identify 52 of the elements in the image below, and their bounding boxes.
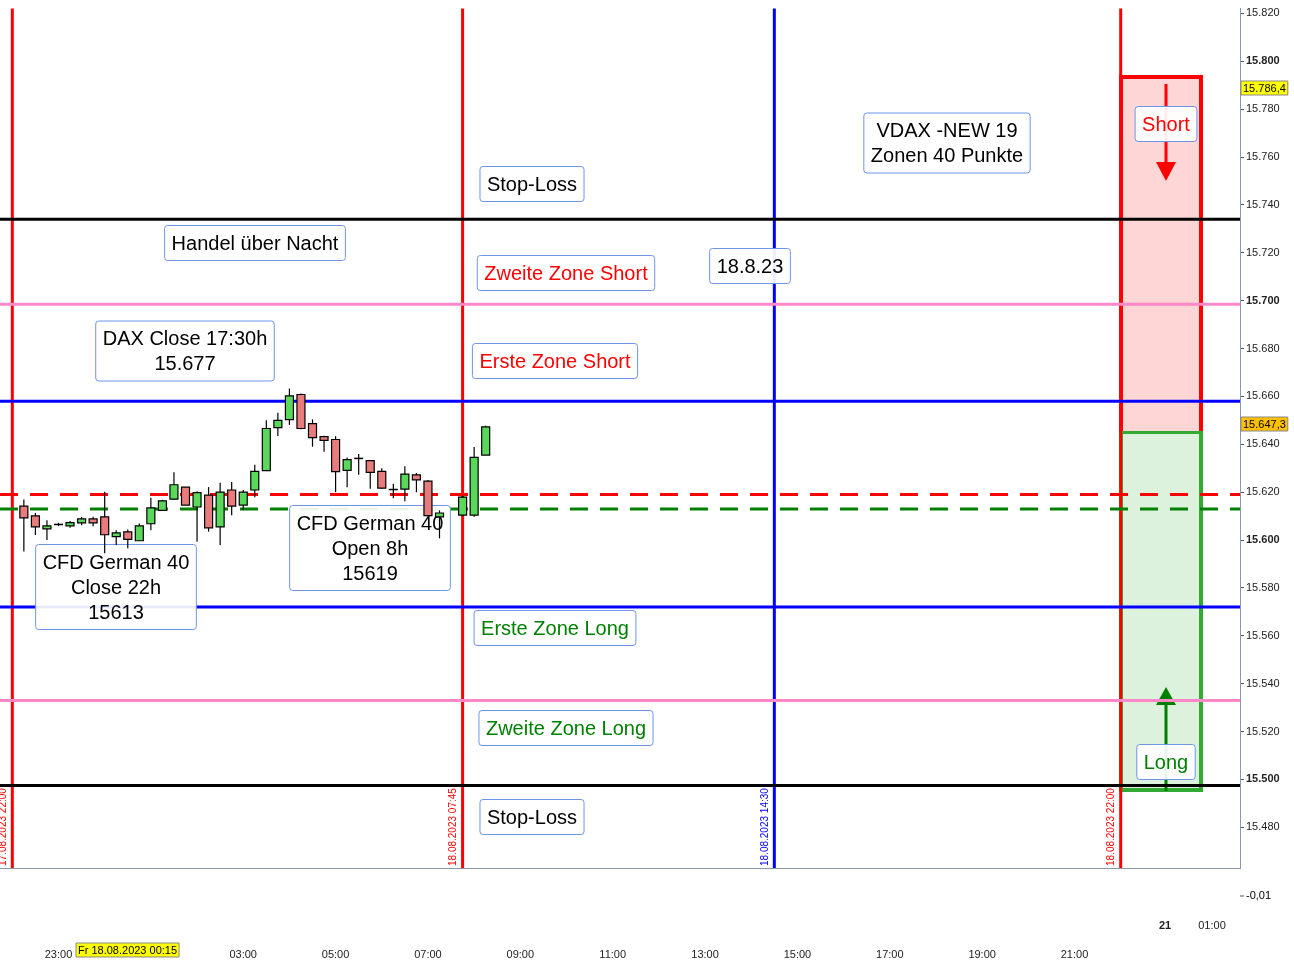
- y-tick-label: 15.600: [1246, 533, 1280, 546]
- annotation: 18.8.23: [716, 254, 784, 277]
- y-tick-label: 15.500: [1246, 772, 1280, 785]
- ref-line-label: 18.08.2023 14:30: [759, 787, 771, 866]
- y-tick-label: 15.520: [1246, 724, 1280, 737]
- x-tick-label: 11:00: [599, 947, 627, 960]
- y-tick-label: 15.640: [1246, 437, 1280, 450]
- y-tick-label: 15.660: [1246, 389, 1280, 402]
- text: Fr 18.08.2023 00:15: [78, 943, 178, 956]
- y-tick-label: 15.740: [1246, 197, 1280, 210]
- annotation: Zweite Zone Long: [485, 716, 647, 739]
- annotation: Handel über Nacht: [171, 231, 339, 254]
- annotation: Stop-Loss: [486, 172, 578, 195]
- y-tick-label: 15.720: [1246, 245, 1280, 258]
- y-tick-label: 15.780: [1246, 102, 1280, 115]
- annotation: Zweite Zone Short: [484, 261, 649, 284]
- annotation: VDAX -NEW 19 Zonen 40 Punkte: [870, 119, 1024, 167]
- x-tick-label: 15:00: [783, 947, 812, 960]
- x-tick-label: 13:00: [691, 947, 719, 960]
- text: -0,01: [1246, 889, 1272, 902]
- y-tick-label: 15.560: [1246, 628, 1280, 641]
- annotation: Stop-Loss: [486, 805, 578, 828]
- annotation: Erste Zone Long: [481, 616, 629, 639]
- y-tick-label: 15.760: [1246, 150, 1280, 163]
- ref-line-label: 17.08.2023 22:00: [0, 787, 9, 866]
- y-tick-label: 15.580: [1246, 580, 1280, 593]
- y-tick-label: 15.480: [1246, 820, 1280, 833]
- y-tick-label: 15.820: [1246, 6, 1280, 19]
- x-tick-label: 21:00: [1060, 947, 1089, 960]
- x-tick-label: 09:00: [506, 947, 535, 960]
- annotation: CFD German 40 Close 22h 15613: [42, 550, 190, 623]
- y-tick-label: 15.540: [1246, 676, 1280, 689]
- y-tick-label: 15.700: [1246, 293, 1280, 306]
- annotation: Short: [1142, 112, 1191, 135]
- y-tick-label: 15.680: [1246, 341, 1280, 354]
- annotation: DAX Close 17:30h 15.677: [102, 327, 268, 375]
- x-tick-label: 23:00: [44, 947, 73, 960]
- x-tick-label: 03:00: [229, 947, 257, 960]
- x-tick-label: 07:00: [414, 947, 442, 960]
- text: 01:00: [1198, 919, 1226, 932]
- x-tick-label: 17:00: [876, 947, 904, 960]
- ref-line-label: 18.08.2023 22:00: [1105, 787, 1117, 866]
- ref-line-label: 18.08.2023 07:45: [447, 787, 459, 866]
- annotation: Long: [1143, 750, 1189, 773]
- x-tick-label: 19:00: [968, 947, 996, 960]
- y-tick-label: 15.800: [1246, 54, 1280, 67]
- text: 15.647,3: [1243, 417, 1286, 430]
- x-tick-label: 05:00: [321, 947, 350, 960]
- annotation: Erste Zone Short: [479, 349, 632, 372]
- text: 15.786,4: [1243, 81, 1286, 94]
- text: 21: [1158, 919, 1172, 932]
- y-tick-label: 15.620: [1246, 485, 1280, 498]
